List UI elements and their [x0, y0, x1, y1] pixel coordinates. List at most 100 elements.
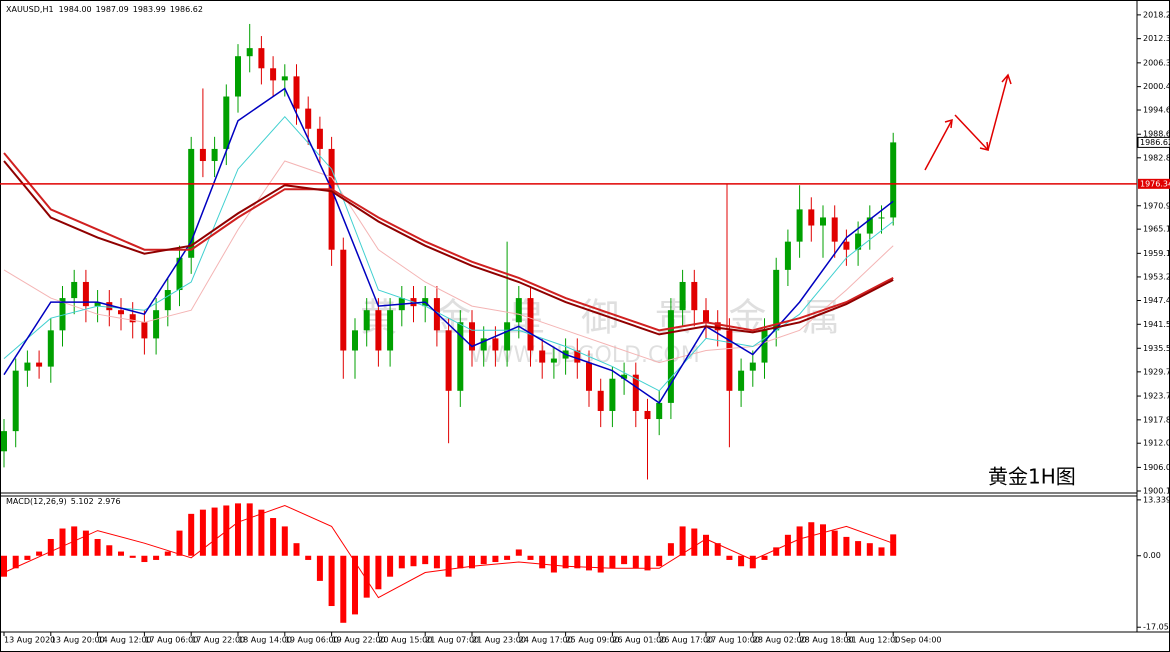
macd-bar — [281, 526, 288, 556]
macd-bar — [691, 528, 698, 556]
candle-body — [328, 148, 335, 250]
macd-bar — [433, 555, 440, 569]
annotation: 黄金1H图 — [988, 465, 1076, 489]
macd-bar — [387, 555, 394, 577]
macd-bar — [586, 555, 592, 571]
candle-body — [340, 249, 347, 351]
macd-bar — [574, 555, 581, 569]
macd-bar — [363, 555, 370, 598]
candle-body — [550, 358, 557, 363]
candle-body — [24, 362, 31, 371]
header-open: 1984.00 — [59, 5, 92, 14]
y-tick-label: 1947.40 — [1143, 296, 1170, 305]
candle-body — [632, 374, 639, 411]
macd-bar — [410, 555, 417, 567]
y-tick-label: 1900.15 — [1143, 486, 1170, 495]
candle-body — [679, 281, 686, 311]
candle-body — [609, 378, 616, 411]
y-tick-label: 1941.50 — [1143, 320, 1170, 329]
x-tick-label: 17 Aug 22:00 — [191, 636, 245, 645]
y-tick-label: 1965.10 — [1143, 225, 1170, 234]
candle-body — [527, 298, 534, 351]
macd-bar — [632, 555, 639, 569]
candle-body — [211, 148, 218, 162]
candle-body — [363, 310, 370, 331]
candle-body — [644, 410, 651, 420]
macd-y-tick-label: -17.059 — [1143, 623, 1170, 632]
candle-body — [457, 322, 464, 391]
macd-bar — [47, 538, 54, 556]
macd-bar — [866, 543, 873, 556]
candle-body — [621, 374, 628, 379]
candle-body — [199, 148, 206, 162]
x-tick-label: 14 Aug 12:00 — [98, 636, 152, 645]
price-label: 1986.62 — [1140, 138, 1170, 147]
macd-bar — [550, 555, 557, 573]
moving-average — [3, 87, 894, 404]
y-tick-label: 1906.00 — [1143, 463, 1170, 472]
y-tick-label: 1912.00 — [1143, 439, 1170, 448]
y-tick-label: 1929.70 — [1143, 367, 1170, 376]
macd-bar — [398, 555, 405, 569]
chart-header: XAUUSD,H1 1984.00 1987.09 1983.99 1986.62 — [6, 5, 203, 14]
candle-body — [188, 148, 195, 258]
candle-body — [445, 330, 452, 391]
y-tick-label: 1959.10 — [1143, 249, 1170, 258]
macd-bar — [82, 530, 89, 556]
x-tick-label: 19 Aug 06:00 — [285, 636, 339, 645]
x-tick-label: 1 Sep 04:00 — [893, 636, 941, 645]
x-tick-label: 13 Aug 2020 — [4, 636, 55, 645]
macd-bar — [878, 547, 885, 556]
candle-body — [118, 310, 124, 315]
macd-bar — [12, 555, 19, 569]
candle-body — [726, 330, 733, 391]
macd-bar — [293, 543, 300, 556]
candle-body — [305, 108, 312, 129]
x-tick-label: 20 Aug 15:00 — [378, 636, 432, 645]
candle-body — [878, 217, 885, 219]
macd-y-tick-label: 0.00 — [1143, 551, 1161, 560]
macd-bar — [527, 555, 534, 560]
header-close: 1986.62 — [170, 5, 203, 14]
y-tick-label: 2012.35 — [1143, 34, 1170, 43]
candle-body — [281, 76, 288, 81]
macd-bar — [457, 555, 464, 569]
macd-bar — [59, 528, 66, 556]
candle-body — [94, 302, 101, 307]
x-tick-label: 28 Aug 18:00 — [800, 636, 854, 645]
macd-bar — [1, 555, 7, 577]
macd-bar — [24, 555, 31, 560]
candle-body — [258, 48, 265, 69]
macd-bar — [246, 503, 253, 556]
macd-y-tick-label: 13.339 — [1143, 495, 1170, 504]
header-high: 1987.09 — [96, 5, 129, 14]
macd-header: MACD(12,26,9) 5.102 2.976 — [6, 497, 121, 506]
y-tick-label: 1982.80 — [1143, 153, 1170, 162]
macd-bar — [188, 513, 195, 556]
moving-average — [3, 160, 894, 364]
macd-bar — [597, 555, 604, 573]
candle-body — [36, 362, 43, 367]
moving-average — [3, 160, 894, 336]
macd-bar — [749, 555, 756, 569]
candle-body — [586, 362, 592, 391]
macd-bar — [118, 551, 124, 556]
macd-bar — [609, 555, 616, 569]
candle-body — [773, 269, 780, 331]
candle-body — [246, 48, 253, 57]
macd-bar — [562, 555, 569, 569]
macd-bar — [773, 547, 780, 556]
y-tick-label: 1953.25 — [1143, 272, 1170, 281]
x-tick-label: 17 Aug 06:00 — [144, 636, 198, 645]
candle-body — [1, 431, 7, 452]
macd-bar — [644, 555, 651, 571]
candle-body — [223, 96, 230, 149]
y-tick-label: 1988.65 — [1143, 130, 1170, 139]
candle-body — [480, 338, 487, 351]
y-tick-label: 1970.90 — [1143, 201, 1170, 210]
macd-bar — [445, 555, 452, 577]
candle-body — [504, 322, 511, 351]
macd-bar — [679, 526, 686, 556]
candle-body — [597, 390, 604, 411]
symbol: XAUUSD,H1 — [6, 5, 54, 14]
